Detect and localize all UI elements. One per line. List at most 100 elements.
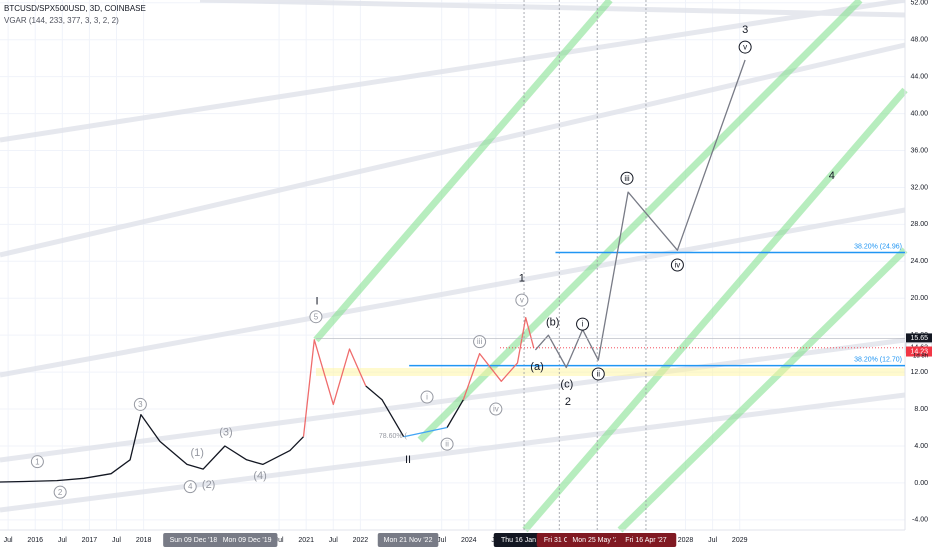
y-tick-label: 4.00 <box>914 443 928 450</box>
wave-label: ii <box>445 440 449 449</box>
wave-circle <box>591 367 605 381</box>
marker-label: Fri 31 Oct <box>544 537 575 544</box>
chart-title: BTCUSD/SPX500USD, 3D, COINBASE <box>4 4 146 13</box>
y-tick-label: 52.00 <box>910 0 928 7</box>
fan-line <box>0 42 906 258</box>
x-tick-label: Jul <box>437 537 446 544</box>
marker-label: Mon 21 Nov '22 <box>384 537 433 544</box>
marker-label-bg <box>377 533 439 547</box>
marker-label: Mon 09 Dec '19 <box>223 537 272 544</box>
wave-circle <box>53 485 67 499</box>
x-tick-label: 2022 <box>353 537 369 544</box>
wave-circle <box>420 390 434 404</box>
marker-label: Thu 16 Jan '25 <box>501 537 547 544</box>
wave-label: (4) <box>253 470 266 482</box>
price-tag <box>906 346 932 357</box>
wave-label: 4 <box>188 482 193 491</box>
wave-circle <box>30 455 44 469</box>
price-line <box>365 385 405 438</box>
marker-label: Fri 16 Apr '27 <box>625 537 667 544</box>
wave-label: i <box>582 320 584 329</box>
green-band <box>522 87 908 533</box>
highlight-band <box>316 368 905 376</box>
x-tick-label: Jul <box>4 537 13 544</box>
countdown: 1d 8h <box>913 353 928 359</box>
green-band <box>417 0 863 443</box>
wave-label: 1 <box>519 272 525 284</box>
fan-line <box>0 0 906 143</box>
marker-label: Sun 09 Dec '18 <box>170 537 218 544</box>
wave-label: v <box>743 43 747 52</box>
wave-label: iv <box>493 405 499 414</box>
wave-label: 5 <box>314 312 319 321</box>
x-tick-label: 2024 <box>461 537 477 544</box>
wave-label: 2 <box>58 488 63 497</box>
price-tag-label: 14.23 <box>910 348 928 355</box>
y-tick-label: 44.00 <box>910 73 928 80</box>
wave-label: v <box>520 296 524 305</box>
chart-subtitle: VGAR (144, 233, 377, 3, 3, 2, 2) <box>4 16 119 25</box>
price-tag-label: 15.65 <box>910 335 928 342</box>
wave-circle <box>489 402 503 416</box>
decor <box>0 0 908 533</box>
wave-label: i <box>426 393 428 402</box>
wave-label: iii <box>624 174 630 183</box>
x-tick-label: 2029 <box>732 537 748 544</box>
y-tick-label: 8.00 <box>914 406 928 413</box>
wave-label: ii <box>596 370 600 379</box>
price-line <box>0 413 304 483</box>
wave-label: (c) <box>560 379 573 391</box>
y-tick-label: 40.00 <box>910 110 928 117</box>
y-tick-label: 20.00 <box>910 295 928 302</box>
y-tick-label: 32.00 <box>910 184 928 191</box>
wave-label: (a) <box>530 361 543 373</box>
y-tick-label: 36.00 <box>910 147 928 154</box>
wave-label: 4 <box>829 170 835 182</box>
marker-label-bg <box>566 533 628 547</box>
x-tick-label: 2028 <box>678 537 694 544</box>
wave-circle <box>576 317 590 331</box>
fan-line <box>0 337 906 463</box>
wave-circle <box>440 437 454 451</box>
fan-line <box>0 392 906 513</box>
x-tick-label: Jul <box>58 537 67 544</box>
y-tick-label: 24.00 <box>910 258 928 265</box>
wave-circle <box>670 258 684 272</box>
wave-circle <box>515 293 529 307</box>
x-tick-label: Jul <box>112 537 121 544</box>
x-tick-label: Jul <box>329 537 338 544</box>
fan-line <box>199 0 906 18</box>
wave-circle <box>473 335 487 349</box>
wave-circle <box>309 310 323 324</box>
x-tick-label: 2016 <box>27 537 43 544</box>
fib-level-label: 38.20% (12.70) <box>854 356 902 363</box>
y-tick-label: 0.00 <box>914 480 928 487</box>
green-band <box>313 0 613 343</box>
price-tag <box>906 333 932 344</box>
y-tick-label: 48.00 <box>910 37 928 44</box>
marker-label-bg <box>615 533 677 547</box>
wave-label: (1) <box>191 447 204 459</box>
wave-circle <box>738 40 752 54</box>
wave-label: (b) <box>546 317 559 329</box>
marker-label-bg <box>216 533 278 547</box>
wave-label: 2 <box>565 396 571 408</box>
price-line <box>446 399 464 428</box>
marker-label-bg <box>163 533 224 547</box>
price-line <box>462 316 535 401</box>
wave-circle <box>183 480 197 494</box>
wave-circle <box>620 171 634 185</box>
x-tick-label: 2018 <box>136 537 152 544</box>
wave-label: 1 <box>35 457 40 466</box>
y-tick-label: -4.00 <box>912 517 928 524</box>
fib-level-label: 38.20% (24.96) <box>854 243 902 250</box>
wave-label: 3 <box>742 24 748 36</box>
wave-label: iii <box>477 337 483 346</box>
fan-line <box>0 207 906 378</box>
price-line <box>302 339 367 437</box>
x-tick-label: Jul <box>275 537 284 544</box>
wave-label: iv <box>675 261 681 270</box>
price-line <box>403 426 448 438</box>
x-tick-label: 2021 <box>298 537 314 544</box>
